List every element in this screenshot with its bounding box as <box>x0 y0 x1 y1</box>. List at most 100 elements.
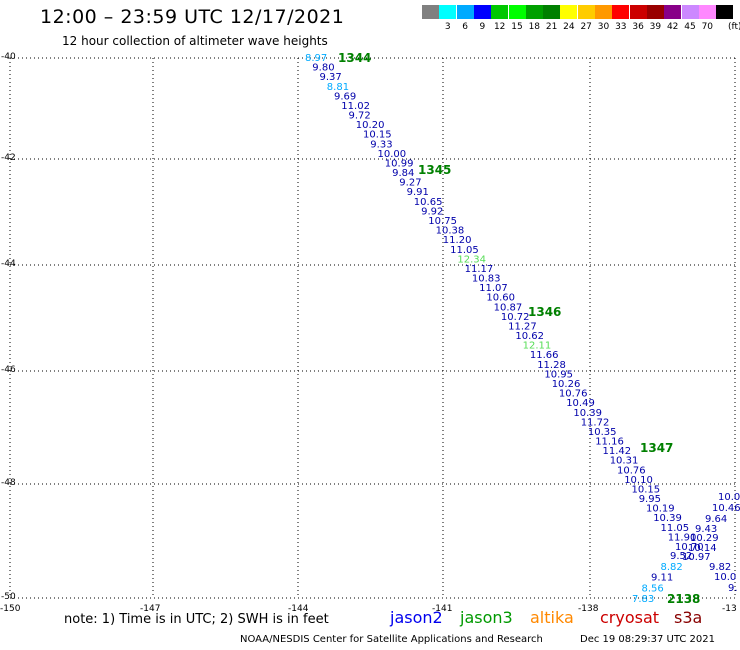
scale-label: 12 <box>493 22 506 32</box>
map-title: 12:00 – 23:59 UTC 12/17/2021 <box>40 6 345 28</box>
wave-height-label: 11.72 <box>581 417 610 428</box>
wave-height-label: 11.16 <box>595 437 624 448</box>
scale-label: 42 <box>666 22 679 32</box>
scale-swatch <box>681 5 699 19</box>
wave-height-label: 10.15 <box>632 485 661 496</box>
lon-label: -138 <box>578 604 599 614</box>
scale-label: 45 <box>684 22 696 32</box>
wave-height-label: 11.28 <box>537 360 566 371</box>
scale-swatch <box>473 5 491 19</box>
scale-label: 3 <box>444 22 451 32</box>
wave-height-label: 10.20 <box>356 120 385 131</box>
wave-height-label: 9.33 <box>370 139 392 150</box>
wave-height-label: 8.81 <box>327 82 349 93</box>
wave-height-label: 10.70 <box>675 542 704 553</box>
lon-label: -147 <box>140 604 161 614</box>
lat-label: -48 <box>1 478 16 488</box>
scale-label: 70 <box>701 22 714 32</box>
satellite-jason3: jason3 <box>460 608 513 627</box>
wave-height-label: 10.75 <box>428 216 457 227</box>
wave-height-label: 11.27 <box>508 322 537 333</box>
satellite-cryosat: cryosat <box>600 608 660 627</box>
lon-label: -144 <box>288 604 309 614</box>
wave-height-label: 11.02 <box>341 101 370 112</box>
wave-height-label: 7.83 <box>632 594 654 605</box>
wave-height-label: 10.39 <box>573 408 602 419</box>
wave-height-label: 9.43 <box>695 524 717 535</box>
scale-label: 24 <box>563 22 575 32</box>
wave-height-label: 9.64 <box>705 514 727 525</box>
wave-height-label: 9.95 <box>639 494 661 505</box>
scale-swatch <box>543 5 561 19</box>
footer-note: note: 1) Time is in UTC; 2) SWH is in fe… <box>64 612 329 627</box>
wave-height-label: 11.90 <box>668 532 697 543</box>
scale-label: 33 <box>615 22 627 32</box>
lat-label: -40 <box>1 52 16 62</box>
wave-height-label: 11.05 <box>661 523 690 534</box>
satellite-s3a: s3a <box>674 608 703 627</box>
wave-height-label: 8.56 <box>642 583 664 594</box>
wave-height-label: 9.91 <box>407 187 429 198</box>
wave-height-label: 8.82 <box>661 562 683 573</box>
wave-height-label: 9.37 <box>320 72 342 83</box>
scale-swatch <box>456 5 474 19</box>
scale-label: 9 <box>479 22 486 32</box>
wave-height-label: 11.07 <box>479 283 508 294</box>
wave-height-label: 10.35 <box>588 427 617 438</box>
wave-height-label: 11.17 <box>465 264 494 275</box>
wave-height-label: 10.15 <box>363 130 392 141</box>
wave-height-label: 10.65 <box>414 197 443 208</box>
scale-swatch <box>525 5 543 19</box>
scale-swatch <box>560 5 578 19</box>
wave-height-label: 10.00 <box>378 149 407 160</box>
pass-number-label: 1345 <box>418 163 451 177</box>
wave-height-label: 10.97 <box>682 552 711 563</box>
wave-height-label: 10.60 <box>486 293 515 304</box>
scale-swatch <box>422 5 439 19</box>
scale-label: 18 <box>528 22 541 32</box>
wave-height-label: 10.38 <box>436 226 465 237</box>
wave-height-label: 10.10 <box>624 475 653 486</box>
wave-height-label: 10.76 <box>559 389 588 400</box>
wave-height-label: 11.05 <box>450 245 479 256</box>
wave-height-label: 9.92 <box>421 206 443 217</box>
scale-swatch <box>629 5 647 19</box>
wave-height-label: 10.29 <box>690 533 719 544</box>
wave-height-label: 9.27 <box>399 178 421 189</box>
wave-height-label: 10.49 <box>566 398 595 409</box>
lat-label: -46 <box>1 365 16 375</box>
generation-timestamp: Dec 19 08:29:37 UTC 2021 <box>580 634 715 645</box>
pass-number-label: 2138 <box>667 592 700 606</box>
lon-label: -141 <box>432 604 453 614</box>
lon-label: -13 <box>722 604 737 614</box>
scale-swatch <box>577 5 595 19</box>
map-subtitle: 12 hour collection of altimeter wave hei… <box>62 34 328 48</box>
scale-swatch <box>664 5 682 19</box>
wave-height-label: 11.42 <box>603 446 632 457</box>
pass-number-label: 1346 <box>528 305 561 319</box>
scale-label: 6 <box>462 22 468 32</box>
wave-height-label: 10.26 <box>552 379 581 390</box>
wave-height-label: 9.80 <box>312 63 334 74</box>
wave-height-label: 12.11 <box>523 341 552 352</box>
wave-height-label: 9. <box>728 583 738 594</box>
wave-height-label: 10.19 <box>646 504 675 515</box>
scale-label: 21 <box>545 22 558 32</box>
scale-label: 39 <box>649 22 662 32</box>
wave-height-label: 12.34 <box>457 254 486 265</box>
wave-height-label: 10.99 <box>385 159 414 170</box>
wave-height-label: 10.0 <box>718 492 740 503</box>
wave-height-label: 10.14 <box>688 543 717 554</box>
wave-height-label: 11.20 <box>443 235 472 246</box>
wave-height-label: 10.87 <box>494 302 523 313</box>
wave-height-label: 11.66 <box>530 350 559 361</box>
scale-label: 36 <box>632 22 644 32</box>
scale-swatch <box>646 5 664 19</box>
wave-height-label: 9.52 <box>670 551 692 562</box>
wave-height-label: 9.11 <box>651 573 673 584</box>
scale-swatch <box>716 5 734 19</box>
scale-swatch <box>491 5 509 19</box>
wave-height-label: 10.72 <box>501 312 530 323</box>
wave-height-label: 8.97 <box>305 53 327 64</box>
